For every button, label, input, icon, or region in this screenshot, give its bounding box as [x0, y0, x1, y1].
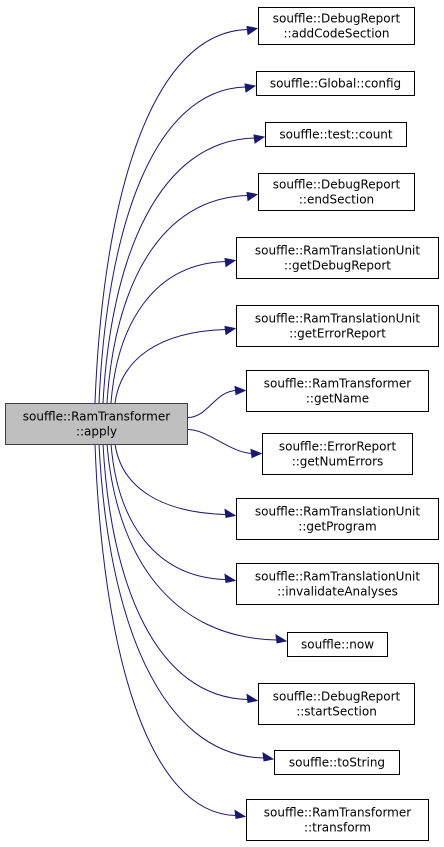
edge-layer	[94, 25, 288, 820]
node-getName[interactable]: souffle::RamTransformer::getName	[246, 370, 429, 412]
edge-to-getName	[187, 390, 238, 418]
node-toString-label-1: souffle::toString	[289, 756, 385, 770]
node-getDebugReport-label-1: souffle::RamTranslationUnit	[255, 244, 420, 258]
node-invalidateAnalyses-label-1: souffle::RamTranslationUnit	[255, 570, 420, 584]
edge-to-transform	[94, 443, 237, 816]
node-now[interactable]: souffle::now	[287, 632, 388, 657]
node-startSection[interactable]: souffle::DebugReport::startSection	[258, 683, 415, 725]
node-root-apply-label-1: souffle::RamTransformer	[23, 410, 170, 424]
edge-to-endSection	[106, 195, 249, 404]
arrowhead-transform	[234, 809, 247, 820]
edge-to-getProgram	[114, 443, 227, 515]
edge-to-invalidateAnalyses	[110, 443, 227, 580]
node-getErrorReport-box	[236, 305, 439, 347]
node-root-apply-label-2: ::apply	[76, 425, 117, 439]
node-getErrorReport-label-2: ::getErrorReport	[289, 327, 386, 341]
arrowhead-getProgram	[224, 508, 237, 519]
edge-to-now	[106, 443, 278, 641]
node-invalidateAnalyses-label-2: ::invalidateAnalyses	[277, 585, 398, 599]
arrowhead-count	[253, 134, 266, 144]
node-getName-label-1: souffle::RamTransformer	[264, 377, 411, 391]
node-startSection-label-1: souffle::DebugReport	[273, 690, 401, 704]
node-root-apply[interactable]: souffle::RamTransformer::apply	[5, 403, 188, 445]
arrowhead-getErrorReport	[224, 325, 237, 336]
arrowhead-toString	[262, 751, 275, 762]
node-now-box	[287, 632, 388, 657]
node-now-label-1: souffle::now	[301, 638, 374, 652]
arrowhead-addCodeSection	[246, 25, 259, 36]
node-endSection-label-2: ::endSection	[299, 193, 374, 207]
node-addCodeSection-label-1: souffle::DebugReport	[273, 12, 401, 26]
node-count[interactable]: souffle::test::count	[265, 122, 407, 147]
edge-to-config	[98, 86, 247, 404]
arrowhead-invalidateAnalyses	[224, 573, 237, 584]
node-getProgram[interactable]: souffle::RamTranslationUnit::getProgram	[236, 498, 439, 540]
node-config-label-1: souffle::Global::config	[270, 77, 401, 91]
node-count-box	[265, 122, 407, 147]
node-startSection-box	[258, 683, 415, 725]
node-getDebugReport[interactable]: souffle::RamTranslationUnit::getDebugRep…	[236, 237, 439, 279]
arrowhead-startSection	[246, 693, 259, 704]
edge-to-getDebugReport	[110, 261, 227, 404]
node-getProgram-label-2: ::getProgram	[298, 520, 376, 534]
node-root-apply-box	[5, 403, 188, 445]
edge-to-addCodeSection	[94, 29, 249, 404]
node-getDebugReport-label-2: ::getDebugReport	[284, 259, 391, 273]
node-getName-box	[246, 370, 429, 412]
node-layer: souffle::RamTransformer::applysouffle::D…	[5, 7, 439, 841]
node-addCodeSection[interactable]: souffle::DebugReport::addCodeSection	[258, 7, 415, 45]
node-invalidateAnalyses-box	[236, 563, 439, 605]
node-transform-label-1: souffle::RamTransformer	[264, 806, 411, 820]
node-getNumErrors[interactable]: souffle::ErrorReport::getNumErrors	[262, 433, 413, 475]
node-count-label-1: souffle::test::count	[279, 128, 393, 142]
node-getProgram-box	[236, 498, 439, 540]
node-getProgram-label-1: souffle::RamTranslationUnit	[255, 505, 420, 519]
arrowhead-getNumErrors	[250, 448, 263, 459]
node-getErrorReport[interactable]: souffle::RamTranslationUnit::getErrorRep…	[236, 305, 439, 347]
arrowhead-endSection	[246, 191, 259, 202]
edge-to-count	[102, 137, 256, 404]
node-transform-label-2: ::transform	[304, 821, 371, 835]
node-getNumErrors-box	[262, 433, 413, 475]
node-getDebugReport-box	[236, 237, 439, 279]
node-startSection-label-2: ::startSection	[296, 705, 377, 719]
node-toString[interactable]: souffle::toString	[274, 750, 400, 775]
edge-to-getNumErrors	[187, 429, 254, 454]
node-addCodeSection-label-2: ::addCodeSection	[284, 27, 390, 41]
node-toString-box	[274, 750, 400, 775]
arrowhead-getName	[234, 385, 247, 396]
node-getName-label-2: ::getName	[306, 392, 369, 406]
node-transform[interactable]: souffle::RamTransformer::transform	[246, 799, 429, 841]
node-config-box	[256, 71, 415, 96]
arrowhead-getDebugReport	[224, 257, 237, 268]
node-endSection-box	[258, 173, 415, 211]
arrowhead-config	[244, 83, 257, 93]
arrowhead-now	[275, 633, 288, 644]
node-getErrorReport-label-1: souffle::RamTranslationUnit	[255, 312, 420, 326]
node-addCodeSection-box	[258, 7, 415, 45]
node-transform-box	[246, 799, 429, 841]
node-getNumErrors-label-2: ::getNumErrors	[292, 455, 384, 469]
edge-to-getErrorReport	[114, 329, 227, 404]
node-config[interactable]: souffle::Global::config	[256, 71, 415, 96]
edge-to-startSection	[102, 443, 249, 700]
node-invalidateAnalyses[interactable]: souffle::RamTranslationUnit::invalidateA…	[236, 563, 439, 605]
node-endSection-label-1: souffle::DebugReport	[273, 178, 401, 192]
edge-to-toString	[98, 443, 265, 759]
node-getNumErrors-label-1: souffle::ErrorReport	[279, 440, 397, 454]
node-endSection[interactable]: souffle::DebugReport::endSection	[258, 173, 415, 211]
